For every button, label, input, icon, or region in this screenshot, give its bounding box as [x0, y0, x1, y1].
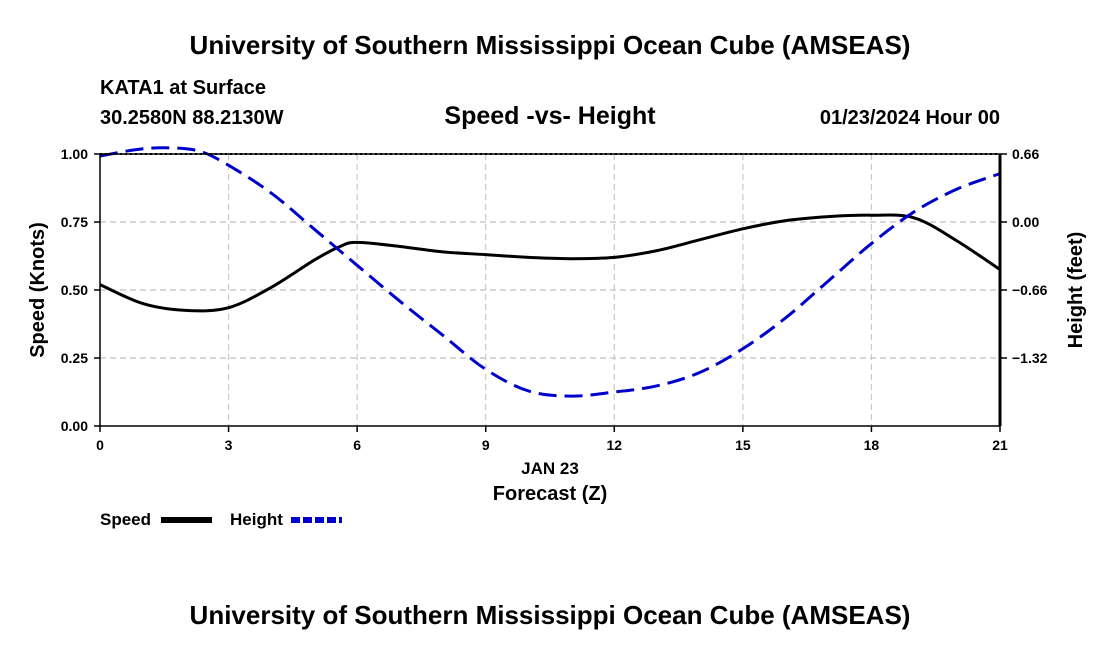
x-axis-date: JAN 23	[521, 459, 579, 478]
y2-tick-label: −1.32	[1012, 350, 1048, 366]
y-tick-label: 0.25	[61, 350, 88, 366]
main-title: University of Southern Mississippi Ocean…	[190, 30, 911, 60]
legend-height-label: Height	[230, 510, 283, 529]
y-tick-label: 0.50	[61, 282, 88, 298]
legend: Speed Height	[100, 510, 342, 529]
y-tick-label: 0.00	[61, 418, 88, 434]
y-tick-label: 1.00	[61, 146, 88, 162]
grid	[100, 153, 1000, 426]
x-tick-label: 15	[735, 437, 751, 453]
y-tick-label: 0.75	[61, 214, 88, 230]
y2-tick-label: 0.66	[1012, 146, 1039, 162]
footer-title: University of Southern Mississippi Ocean…	[190, 600, 911, 630]
x-tick-label: 6	[353, 437, 361, 453]
chart-title: Speed -vs- Height	[444, 102, 656, 130]
series-layer	[99, 146, 1001, 398]
forecast-datetime: 01/23/2024 Hour 00	[820, 107, 1000, 129]
station-coords: 30.2580N 88.2130W	[100, 107, 284, 129]
x-tick-label: 18	[864, 437, 880, 453]
x-tick-label: 0	[96, 437, 104, 453]
series-line-speed	[99, 213, 1001, 313]
x-tick-label: 9	[482, 437, 490, 453]
y2-tick-label: 0.00	[1012, 214, 1039, 230]
series-line-height	[99, 146, 1001, 398]
y-axis-label: Speed (Knots)	[27, 222, 49, 358]
x-tick-label: 3	[225, 437, 233, 453]
x-tick-label: 21	[992, 437, 1008, 453]
x-tick-label: 12	[606, 437, 622, 453]
x-axis-label: Forecast (Z)	[493, 483, 607, 505]
y2-tick-label: −0.66	[1012, 282, 1048, 298]
y2-axis-label: Height (feet)	[1065, 232, 1087, 349]
legend-speed-label: Speed	[100, 510, 151, 529]
axis-ticks: 0 3 6 9 12 15 18 21 0.00 0.25 0.50 0.75 1.00 0.66 0.00…	[61, 146, 1048, 453]
station-name: KATA1 at Surface	[100, 77, 266, 99]
